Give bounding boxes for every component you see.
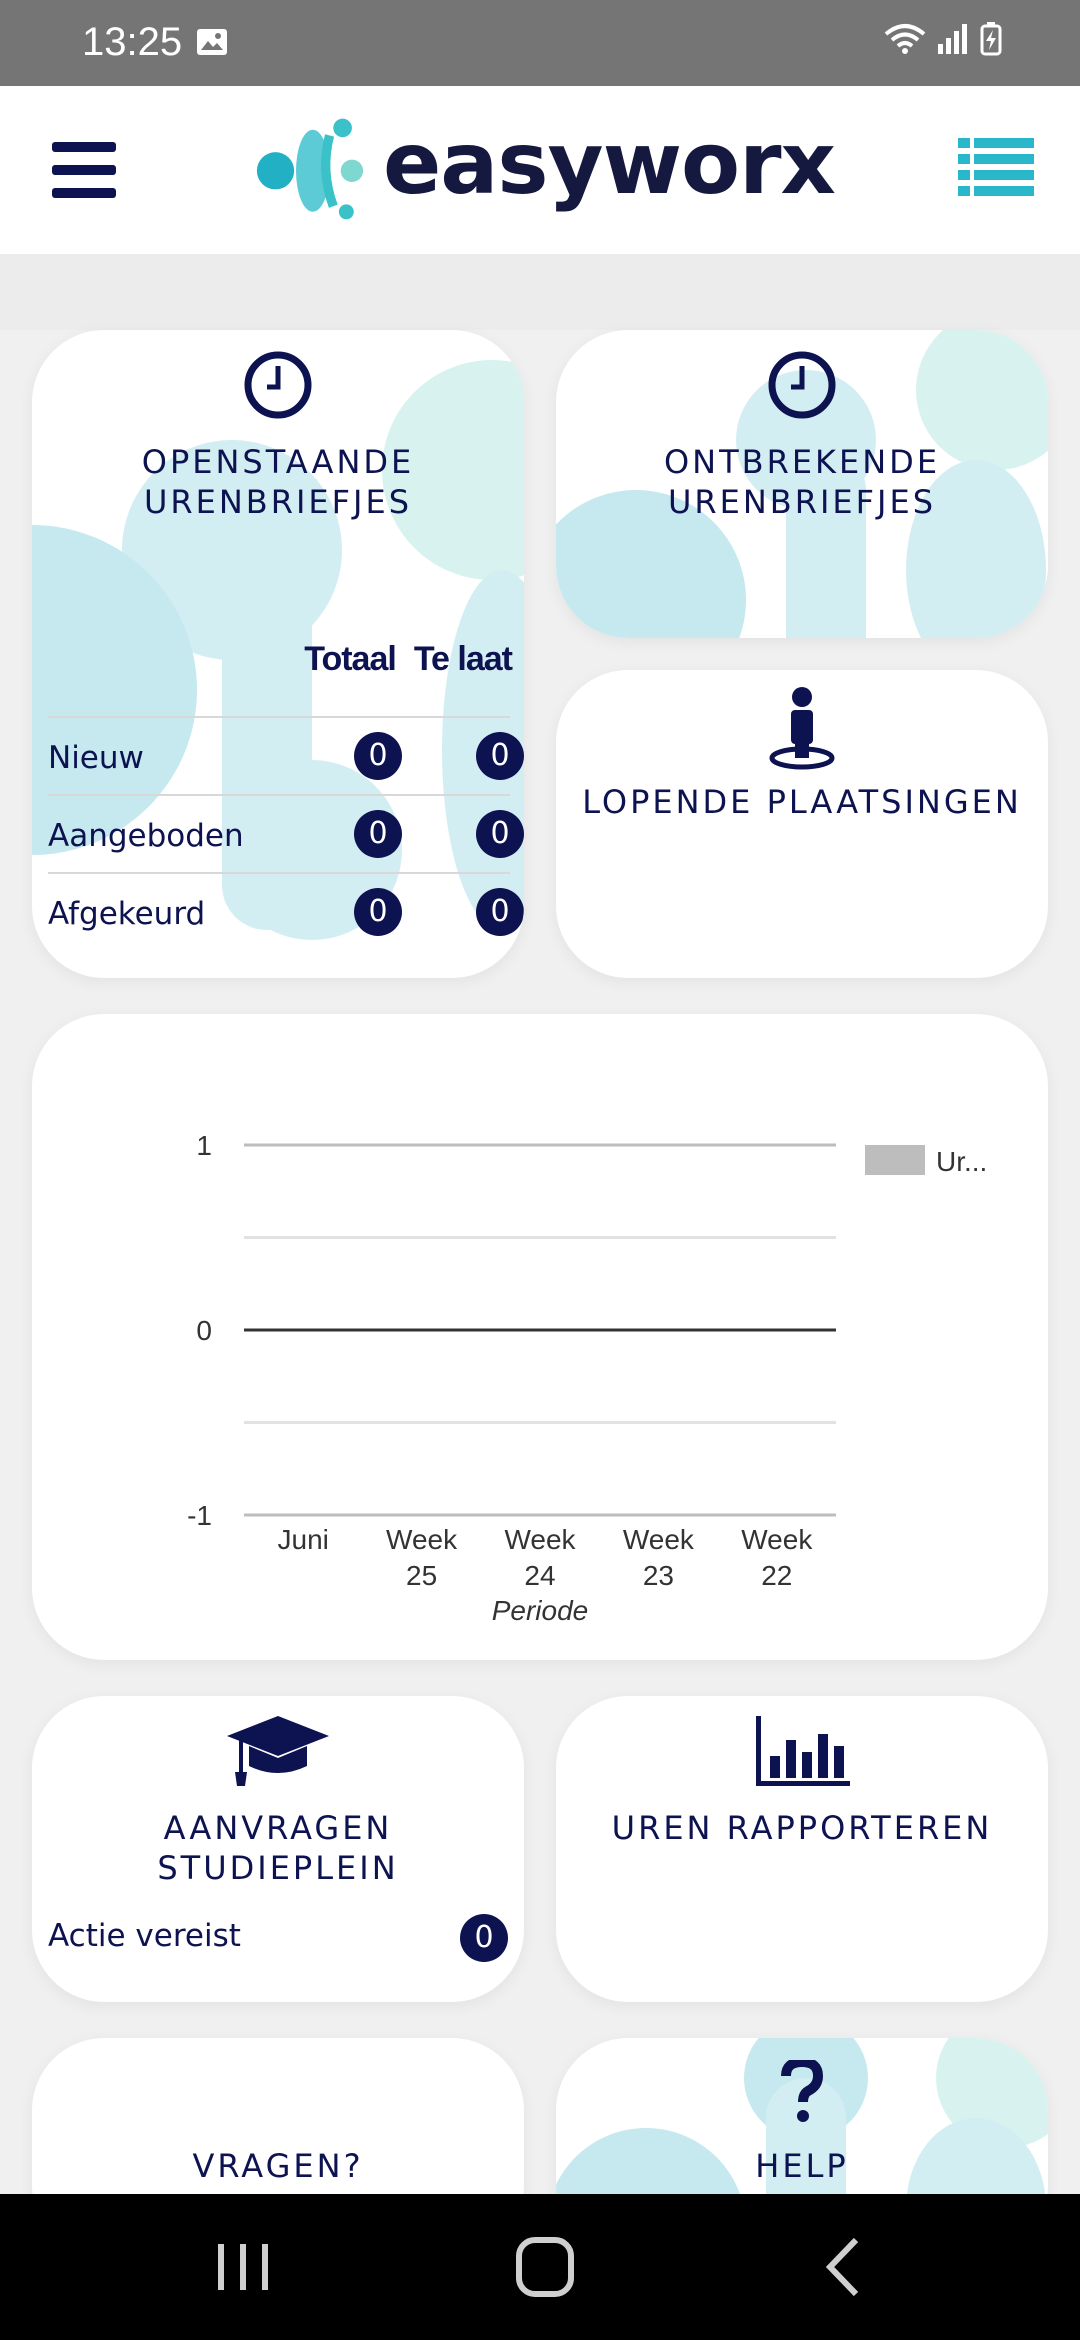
clock-icon: [768, 351, 836, 419]
card-openstaande-urenbriefjes[interactable]: OPENSTAANDE URENBRIEFJES Totaal Te laat …: [32, 330, 524, 978]
wifi-icon: [884, 24, 926, 54]
x-axis-ticks: Juni Week 25 Week 24 Week 23 Week 22: [278, 1524, 814, 1591]
list-view-button[interactable]: [958, 138, 1034, 198]
card-uren-rapporteren[interactable]: UREN RAPPORTEREN: [556, 1696, 1048, 2002]
row-label: Afgekeurd: [48, 896, 206, 932]
count-badge: 0: [476, 888, 524, 936]
x-tick-label: Week 23: [623, 1524, 695, 1591]
hamburger-icon: [52, 142, 116, 152]
system-navigation-bar: [0, 2194, 1080, 2340]
table-header: Totaal Te laat: [304, 640, 513, 679]
count-badge: 0: [460, 1914, 508, 1962]
x-tick-label: Week 24: [504, 1524, 576, 1591]
y-tick-label: 1: [196, 1130, 212, 1161]
x-tick-label: Week 22: [741, 1524, 813, 1591]
x-tick-label: Juni: [278, 1524, 329, 1555]
legend-label: Ur...: [936, 1146, 987, 1177]
table-row[interactable]: Nieuw 0 0: [48, 716, 524, 794]
legend-swatch: [865, 1145, 925, 1175]
row-label: Nieuw: [48, 740, 144, 776]
card-title: VRAGEN?: [192, 2147, 364, 2185]
person-location-icon: [769, 687, 835, 770]
image-notification-icon: [197, 29, 227, 55]
app-header: easyworx: [0, 86, 1080, 254]
row-label: Aangeboden: [48, 818, 244, 854]
count-badge: 0: [354, 888, 402, 936]
graduation-cap-icon: [227, 1716, 329, 1786]
signal-icon: [938, 24, 967, 54]
hamburger-menu-button[interactable]: [52, 142, 116, 198]
bar-chart-icon: [756, 1716, 850, 1786]
card-ontbrekende-urenbriefjes[interactable]: ONTBREKENDE URENBRIEFJES: [556, 330, 1048, 638]
content-background: [0, 254, 1080, 330]
hours-chart: 1 0 -1 Juni Week 25 Week 24 Week 23 Week 22 Period…: [187, 1130, 987, 1626]
card-title: UREN RAPPORTEREN: [611, 1809, 993, 1847]
count-badge: 0: [476, 810, 524, 858]
action-required-label: Actie vereist: [48, 1918, 241, 1954]
column-totaal: Totaal: [304, 640, 397, 678]
card-lopende-plaatsingen[interactable]: LOPENDE PLAATSINGEN: [556, 670, 1048, 978]
y-axis-ticks: 1 0 -1: [187, 1130, 212, 1531]
logo-mark-icon: [256, 118, 364, 220]
column-te-laat: Te laat: [413, 640, 513, 678]
status-time: 13:25: [82, 20, 183, 64]
card-aanvragen-studieplein[interactable]: AANVRAGEN STUDIEPLEIN Actie vereist 0: [32, 1696, 524, 2002]
table-row[interactable]: Afgekeurd 0 0: [48, 872, 524, 950]
card-title: OPENSTAANDE URENBRIEFJES: [141, 443, 415, 521]
logo-text: easyworx: [382, 114, 836, 214]
chart-grid: [244, 1143, 836, 1517]
back-button[interactable]: [810, 2234, 880, 2300]
battery-charging-icon: [980, 22, 1002, 56]
count-badge: 0: [476, 732, 524, 780]
card-title: HELP: [755, 2147, 849, 2185]
recent-apps-button[interactable]: [208, 2234, 278, 2300]
card-title: LOPENDE PLAATSINGEN: [582, 783, 1022, 821]
card-title: AANVRAGEN STUDIEPLEIN: [157, 1809, 399, 1887]
card-title: ONTBREKENDE URENBRIEFJES: [663, 443, 941, 521]
count-badge: 0: [354, 732, 402, 780]
hours-chart-card: 1 0 -1 Juni Week 25 Week 24 Week 23 Week 22 Period…: [32, 1014, 1048, 1660]
count-badge: 0: [354, 810, 402, 858]
status-bar: 13:25: [0, 0, 1080, 86]
y-tick-label: -1: [187, 1500, 212, 1531]
table-row[interactable]: Aangeboden 0 0: [48, 794, 524, 872]
x-axis-label: Periode: [492, 1595, 589, 1626]
easyworx-logo: easyworx: [255, 108, 836, 228]
clock-icon: [244, 351, 312, 419]
home-button[interactable]: [510, 2234, 580, 2300]
x-tick-label: Week 25: [386, 1524, 458, 1591]
y-tick-label: 0: [196, 1315, 212, 1346]
question-mark-icon: [781, 2060, 824, 2122]
